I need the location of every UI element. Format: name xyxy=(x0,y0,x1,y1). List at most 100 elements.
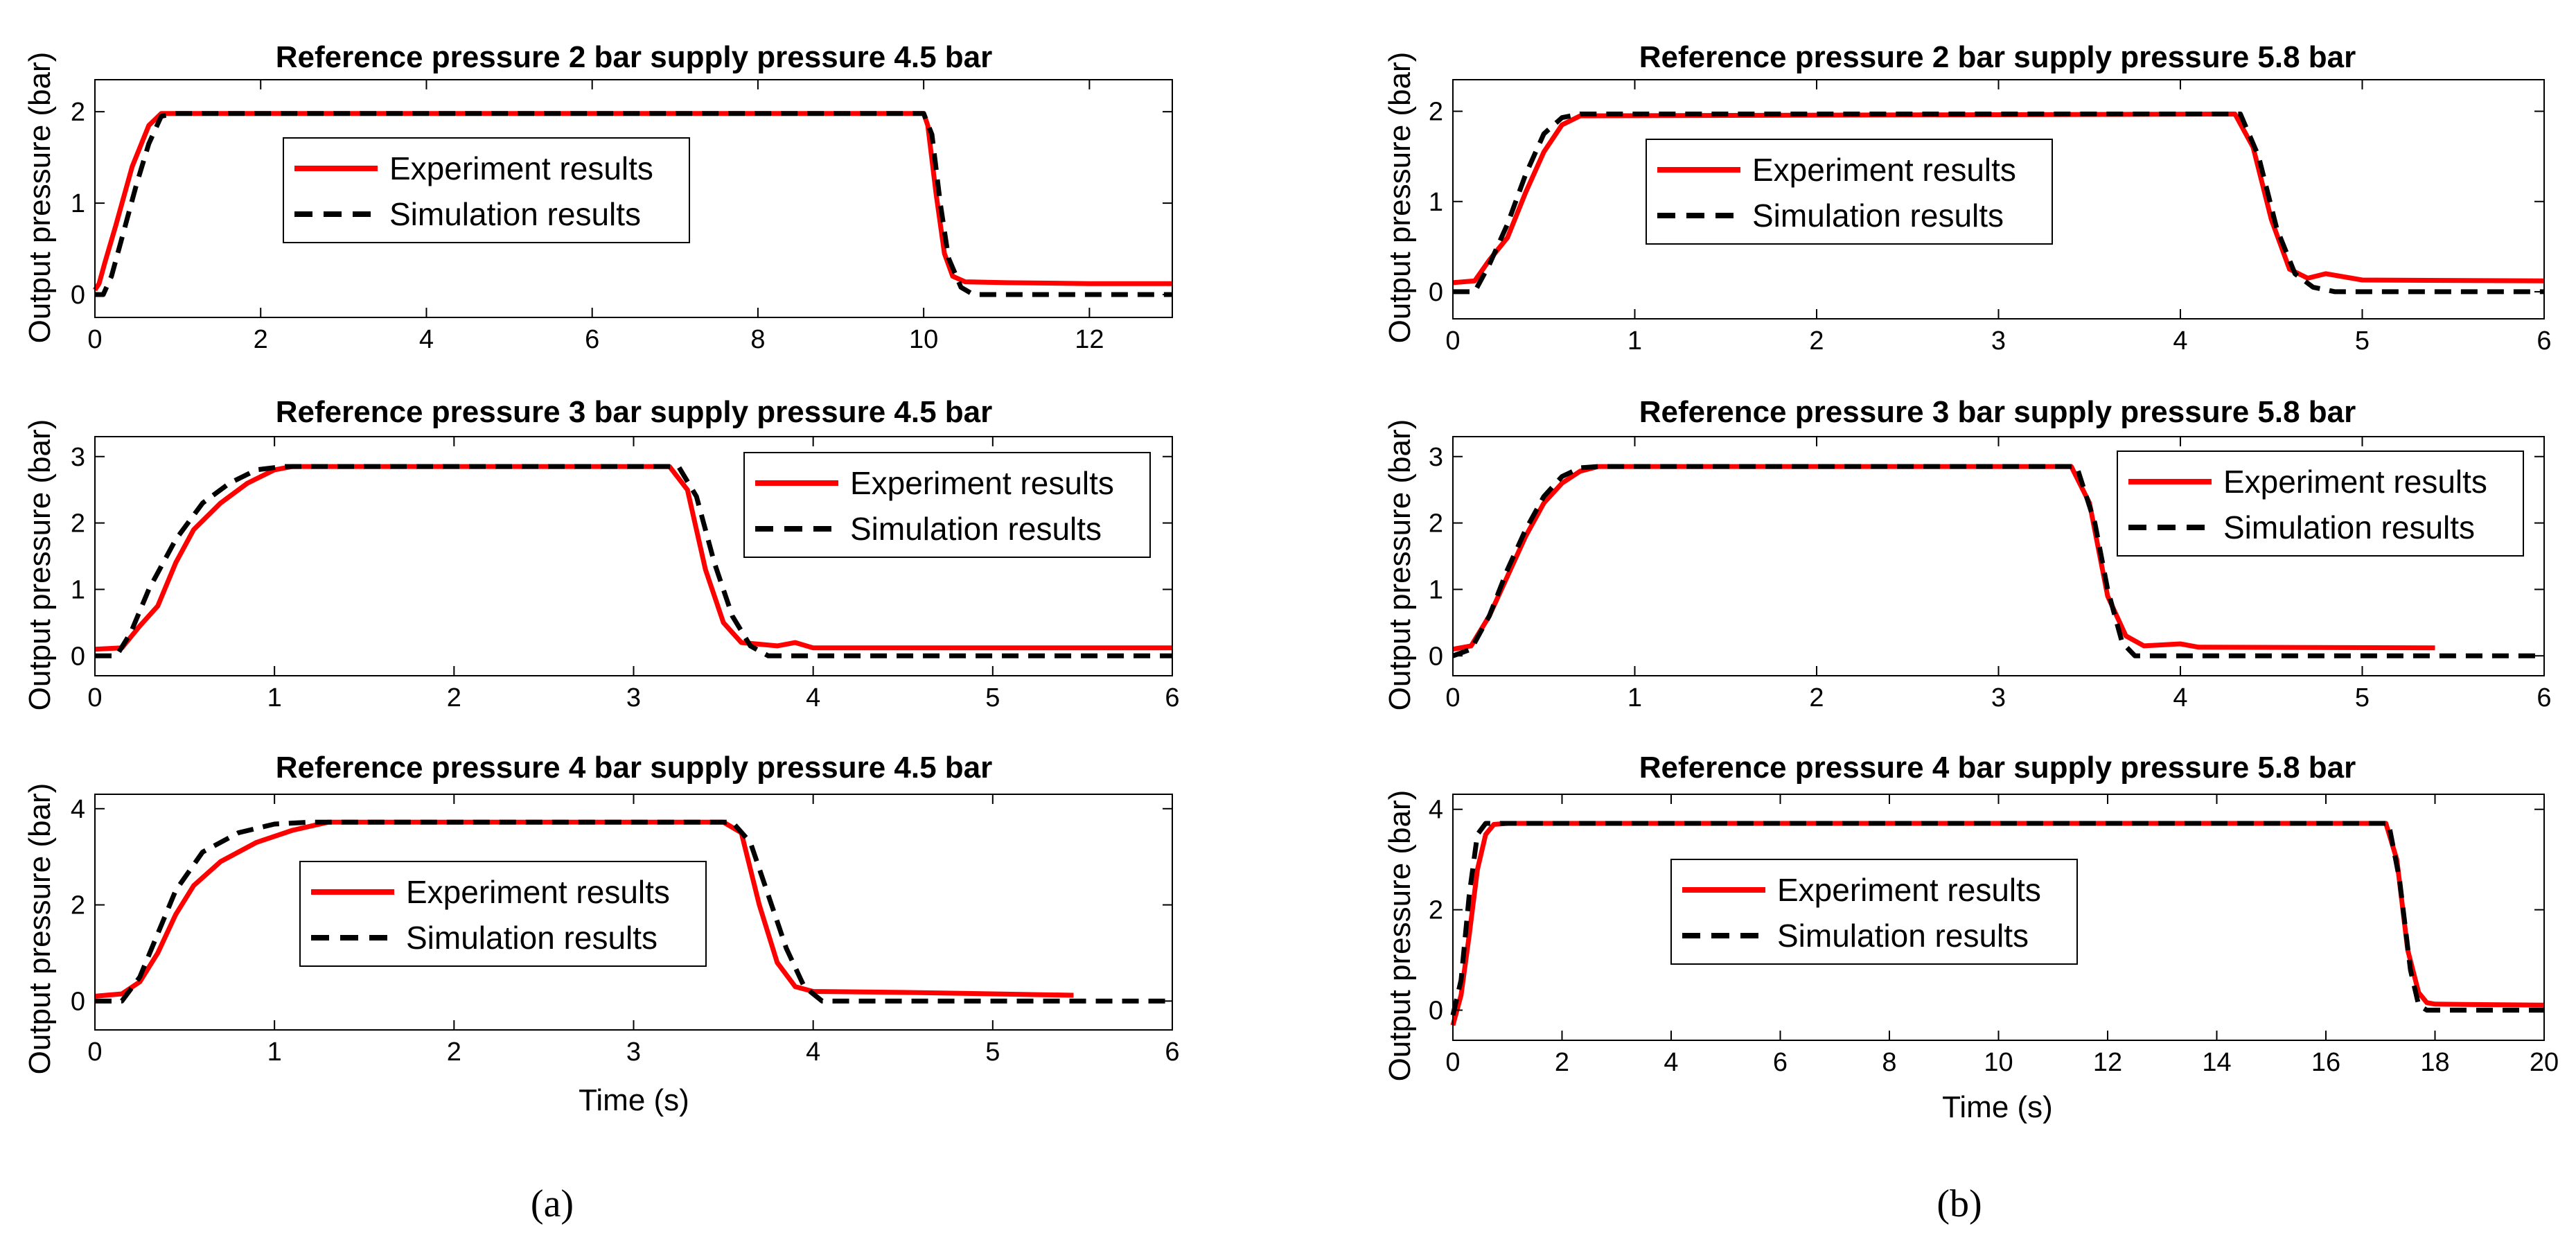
y-tick-label: 1 xyxy=(1429,575,1443,604)
y-tick-label: 0 xyxy=(71,281,85,310)
x-tick-label: 4 xyxy=(806,683,820,712)
x-tick-label: 8 xyxy=(1882,1048,1896,1077)
legend-label-simulation: Simulation results xyxy=(850,511,1102,547)
axes-box xyxy=(1452,436,2545,676)
x-tick-label: 8 xyxy=(750,325,765,354)
plot-area: 0 2 4 6 8 10 12 14 16 18 20 0 2 4 xyxy=(1429,794,2559,1077)
legend-label-experiment: Experiment results xyxy=(389,150,653,186)
x-tick-label: 1 xyxy=(267,1038,282,1067)
legend-label-simulation: Simulation results xyxy=(406,920,658,956)
x-tick-label: 0 xyxy=(1445,1048,1460,1077)
x-tick-label: 2 xyxy=(1809,683,1824,712)
x-tick-label: 0 xyxy=(87,1038,102,1067)
x-tick-label: 2 xyxy=(447,1038,461,1067)
y-tick-label: 3 xyxy=(1429,443,1443,472)
legend: Experiment results Simulation results xyxy=(283,137,690,243)
plot-area: 0 1 2 3 4 5 6 0 1 2 3 xyxy=(1429,437,2552,712)
series-line-simulation xyxy=(95,819,1172,1004)
x-tick-label: 14 xyxy=(2202,1048,2231,1077)
x-tick-label: 0 xyxy=(87,683,102,712)
x-tick-label: 4 xyxy=(806,1038,820,1067)
y-tick-label: 2 xyxy=(1429,509,1443,539)
x-tick-label: 4 xyxy=(2173,683,2187,712)
legend-label-simulation: Simulation results xyxy=(1752,198,2004,234)
x-tick-label: 12 xyxy=(2093,1048,2122,1077)
series-line-simulation xyxy=(95,464,1172,658)
y-tick-label: 1 xyxy=(1429,188,1443,217)
y-tick-label: 2 xyxy=(1429,98,1443,127)
y-axis-label: Output pressure (bar) xyxy=(1383,790,1417,1082)
y-tick-label: 0 xyxy=(71,987,85,1016)
x-tick-label: 1 xyxy=(267,683,282,712)
y-tick-label: 0 xyxy=(1429,278,1443,307)
x-tick-label: 2 xyxy=(1809,326,1824,356)
x-tick-label: 6 xyxy=(2537,326,2551,356)
plot-area: 0 1 2 3 4 5 6 0 1 2 3 xyxy=(71,437,1180,712)
x-tick-label: 10 xyxy=(909,325,938,354)
legend-label-experiment: Experiment results xyxy=(1777,872,2041,908)
x-tick-label: 16 xyxy=(2311,1048,2340,1077)
y-axis-label: Output pressure (bar) xyxy=(1383,419,1417,711)
legend-box xyxy=(1646,139,2053,245)
legend-box xyxy=(2117,450,2524,557)
panel-label-b: (b) xyxy=(1937,1182,1982,1225)
y-tick-label: 1 xyxy=(71,575,85,604)
x-tick-label: 6 xyxy=(1165,683,1179,712)
legend-box xyxy=(299,861,707,967)
x-tick-label: 2 xyxy=(447,683,461,712)
x-tick-label: 6 xyxy=(1165,1038,1179,1067)
legend-label-experiment: Experiment results xyxy=(406,874,670,910)
chart-title: Reference pressure 3 bar supply pressure… xyxy=(1639,395,2356,429)
axes-box xyxy=(1452,794,2545,1041)
y-axis-label: Output pressure (bar) xyxy=(1383,52,1417,344)
x-tick-label: 2 xyxy=(254,325,268,354)
x-tick-label: 5 xyxy=(2355,326,2370,356)
legend: Experiment results Simulation results xyxy=(743,452,1151,558)
plot-area: 0 1 2 3 4 5 6 0 1 2 xyxy=(1429,80,2552,356)
series-line-simulation xyxy=(1450,821,2544,1016)
x-tick-label: 3 xyxy=(1991,326,2006,356)
chart-title: Reference pressure 3 bar supply pressure… xyxy=(276,395,993,429)
y-tick-label: 2 xyxy=(71,891,85,920)
axes-box xyxy=(1452,79,2545,320)
x-tick-label: 3 xyxy=(626,1038,641,1067)
x-axis-label: Time (s) xyxy=(1942,1090,2053,1124)
panel-label-a: (a) xyxy=(531,1182,574,1225)
x-tick-label: 0 xyxy=(1445,683,1460,712)
chart-title: Reference pressure 2 bar supply pressure… xyxy=(1639,40,2356,74)
y-axis-label: Output pressure (bar) xyxy=(23,52,57,344)
axes-box xyxy=(94,436,1173,676)
x-tick-label: 6 xyxy=(585,325,599,354)
y-tick-label: 0 xyxy=(1429,642,1443,671)
legend-label-experiment: Experiment results xyxy=(1752,152,2016,188)
y-tick-label: 2 xyxy=(71,509,85,539)
x-tick-label: 6 xyxy=(1773,1048,1788,1077)
x-tick-label: 10 xyxy=(1984,1048,2013,1077)
legend-label-experiment: Experiment results xyxy=(850,465,1114,501)
legend-box xyxy=(1670,859,2078,965)
chart-right-top: Reference pressure 2 bar supply pressure… xyxy=(1383,40,2552,356)
chart-title: Reference pressure 4 bar supply pressure… xyxy=(276,751,993,785)
x-tick-label: 5 xyxy=(985,683,1000,712)
x-tick-label: 6 xyxy=(2537,683,2551,712)
x-tick-label: 0 xyxy=(1445,326,1460,356)
x-tick-label: 1 xyxy=(1627,326,1642,356)
x-tick-label: 2 xyxy=(1555,1048,1569,1077)
x-tick-label: 0 xyxy=(87,325,102,354)
x-tick-label: 18 xyxy=(2420,1048,2449,1077)
chart-right-bottom: Reference pressure 4 bar supply pressure… xyxy=(1383,751,2559,1124)
chart-left-top: Reference pressure 2 bar supply pressure… xyxy=(23,40,1173,354)
legend: Experiment results Simulation results xyxy=(299,861,707,967)
legend-label-simulation: Simulation results xyxy=(2223,509,2475,545)
x-tick-label: 1 xyxy=(1627,683,1642,712)
series-line-experiment xyxy=(1450,821,2545,1026)
legend-box xyxy=(743,452,1151,558)
y-axis-label: Output pressure (bar) xyxy=(23,419,57,711)
legend: Experiment results Simulation results xyxy=(2117,450,2524,557)
x-tick-label: 5 xyxy=(985,1038,1000,1067)
legend-label-simulation: Simulation results xyxy=(389,196,641,232)
chart-title: Reference pressure 4 bar supply pressure… xyxy=(1639,751,2356,785)
y-tick-label: 2 xyxy=(1429,896,1443,925)
